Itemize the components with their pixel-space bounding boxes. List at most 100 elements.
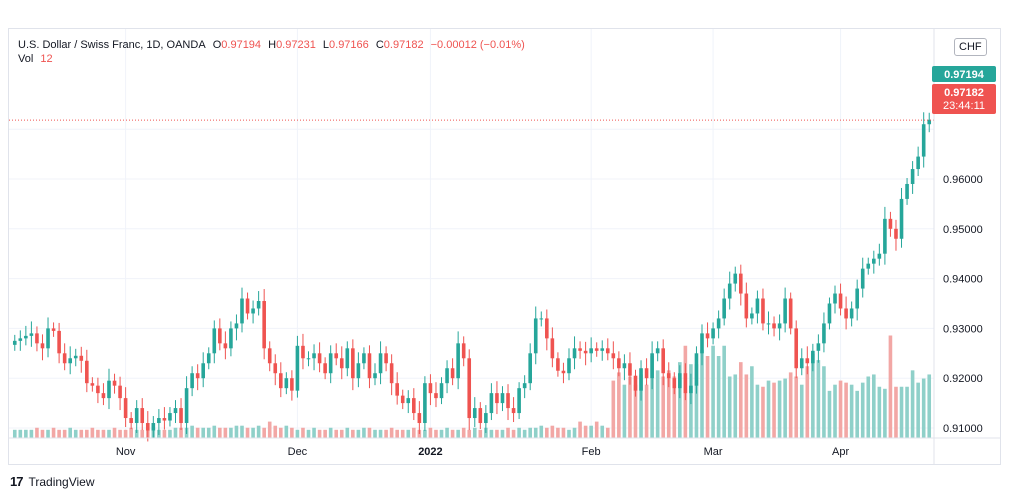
volume-bar (273, 425, 278, 438)
symbol-title[interactable]: U.S. Dollar / Swiss Franc, 1D, OANDA (18, 39, 206, 51)
candle-body (556, 358, 560, 371)
candle-body (811, 350, 815, 364)
candle-body (517, 388, 521, 414)
candle-body (79, 355, 84, 361)
volume-bar (12, 429, 17, 438)
y-tick-label: 0.93000 (943, 323, 983, 335)
candle-body (267, 348, 272, 364)
candle-body (273, 363, 278, 374)
candle-body (206, 353, 211, 364)
volume-bar (51, 427, 56, 438)
volume-bar (428, 427, 433, 438)
volume-bar (927, 374, 932, 438)
volume-bar (506, 427, 510, 438)
volume-bar (101, 429, 106, 438)
bar-countdown: 23:44:11 (943, 100, 985, 112)
candle-body (96, 385, 100, 394)
candle-body (301, 345, 305, 359)
volume-bar (578, 421, 582, 438)
volume-bar (406, 429, 411, 438)
volume-label[interactable]: Vol (18, 53, 34, 65)
volume-bar (877, 386, 882, 438)
volume-bar (223, 427, 228, 438)
candle-body (278, 373, 283, 389)
volume-bar (733, 374, 738, 438)
volume-bar (750, 366, 754, 438)
currency-button[interactable]: CHF (954, 38, 987, 56)
candle-body (545, 318, 549, 339)
volume-bar (290, 427, 294, 438)
volume-bar (467, 429, 472, 438)
volume-bar (245, 427, 250, 438)
y-tick-label: 0.91000 (943, 423, 983, 435)
candle-body (290, 378, 294, 391)
candle-body (478, 408, 483, 424)
volume-bar (672, 376, 677, 438)
candle-body (85, 360, 89, 384)
candle-body (683, 373, 688, 394)
volume-bar (412, 427, 416, 438)
candle-body (29, 333, 34, 336)
volume-bar (240, 425, 244, 438)
volume-bar (794, 376, 799, 438)
candle-body (872, 258, 876, 264)
candle-body (894, 228, 898, 239)
candle-body (140, 408, 145, 424)
volume-bar (445, 427, 449, 438)
volume-bar (550, 425, 555, 438)
candle-body (910, 169, 915, 184)
candle-body (245, 298, 250, 314)
candle-body (572, 348, 577, 359)
volume-bar (522, 429, 527, 438)
volume-bar (179, 427, 183, 438)
volume-bar (650, 356, 654, 438)
volume-bar (705, 356, 710, 438)
volume-bar (356, 429, 361, 438)
candle-body (816, 343, 821, 351)
candle-body (689, 385, 693, 394)
candle-body (101, 393, 106, 399)
change-value: −0.00012 (−0.01%) (430, 39, 525, 51)
volume-bar (517, 427, 521, 438)
candle-body (168, 413, 172, 421)
candle-body (506, 393, 510, 409)
candle-body (617, 358, 621, 369)
candle-body (24, 335, 28, 339)
volume-bar (218, 427, 222, 438)
volume-bar (838, 380, 843, 438)
volume-bar (18, 429, 23, 438)
volume-bar (511, 429, 516, 438)
candle-body (378, 353, 383, 374)
candle-body (229, 328, 233, 349)
candle-body (567, 358, 571, 374)
candles (12, 112, 932, 442)
candle-body (35, 333, 39, 344)
candle-body (633, 375, 638, 391)
volume-bar (572, 427, 577, 438)
volume-bar (384, 429, 388, 438)
price-axis: 0.91000 0.92000 0.93000 0.94000 0.95000 0.960… (943, 174, 983, 435)
volume-bar (112, 427, 117, 438)
candle-body (716, 318, 721, 329)
candle-body (328, 353, 333, 374)
candle-body (157, 418, 161, 424)
candle-body (306, 358, 311, 360)
volume-bar (799, 384, 804, 438)
open-price-tag (932, 66, 996, 82)
candle-body (412, 398, 416, 414)
brand-name: TradingView (28, 474, 95, 489)
x-tick-label: 2022 (418, 446, 442, 458)
volume-bar (567, 429, 571, 438)
x-tick-label: Feb (582, 446, 601, 458)
candle-body (666, 373, 671, 379)
candle-body (827, 303, 832, 324)
volume-bar (833, 384, 837, 438)
candle-body (655, 348, 660, 354)
candle-body (201, 363, 206, 379)
footer-branding[interactable]: 17 TradingView (10, 474, 95, 489)
high-label: H (268, 39, 277, 51)
volume-bar (866, 376, 871, 438)
volume-bar (611, 380, 616, 438)
x-tick-label: Mar (704, 446, 723, 458)
